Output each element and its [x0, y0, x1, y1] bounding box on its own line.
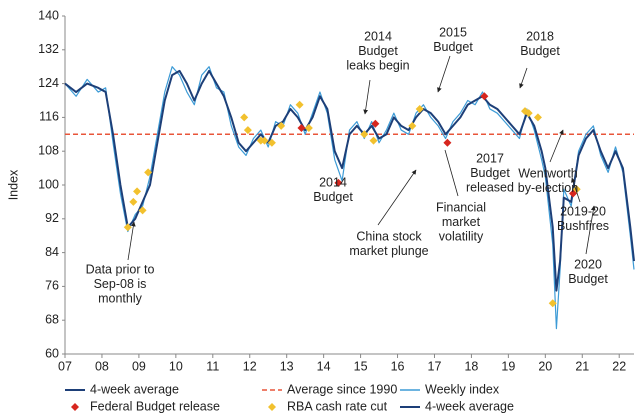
x-tick-label: 20 — [538, 359, 552, 373]
annotation-arrow — [363, 79, 371, 115]
annotation: 2018 — [526, 29, 554, 43]
annotation: released — [466, 180, 514, 194]
annotation: market — [442, 215, 481, 229]
annotation: Wentworth — [518, 166, 578, 180]
annotation-arrow — [127, 221, 136, 261]
annotation: Budget — [568, 272, 608, 286]
annotation-arrow — [377, 169, 417, 226]
x-tick-label: 10 — [169, 359, 183, 373]
annotation: Budget — [358, 44, 398, 58]
annotation: leaks begin — [346, 58, 409, 72]
annotation: Budget — [520, 44, 560, 58]
event-marker — [360, 130, 369, 139]
annotation: Data prior to — [86, 262, 155, 276]
event-marker — [295, 100, 304, 109]
event-marker — [267, 138, 276, 147]
y-tick-label: 116 — [39, 110, 59, 124]
annotation: Bushfires — [557, 219, 609, 233]
legend-label: Average since 1990 — [287, 382, 397, 396]
x-tick-label: 19 — [501, 359, 515, 373]
event-marker — [133, 187, 142, 196]
y-tick-label: 132 — [38, 42, 59, 56]
annotation: 2014 — [319, 175, 347, 189]
legend-swatch — [71, 403, 79, 411]
annotation: by-election — [518, 181, 578, 195]
annotation: 2014 — [364, 29, 392, 43]
event-marker — [369, 136, 378, 145]
x-tick-label: 11 — [206, 359, 219, 373]
event-marker — [123, 223, 132, 232]
annotation-arrow — [585, 205, 596, 255]
event-marker — [524, 109, 533, 118]
event-marker — [415, 104, 424, 113]
legend-label: Federal Budget release — [90, 399, 220, 413]
annotation: Budget — [313, 190, 353, 204]
event-marker — [138, 206, 147, 215]
annotation-arrow — [571, 177, 581, 203]
annotation: 2015 — [439, 25, 467, 39]
annotation: 2020 — [574, 257, 602, 271]
annotation: China stock — [356, 229, 422, 243]
x-tick-label: 15 — [354, 359, 368, 373]
event-marker — [569, 189, 578, 198]
x-tick-label: 22 — [612, 359, 626, 373]
annotation: 2019-20 — [560, 204, 606, 218]
event-marker — [240, 113, 249, 122]
annotation-arrow — [437, 55, 451, 93]
event-marker — [371, 119, 380, 128]
x-tick-label: 08 — [95, 359, 109, 373]
event-marker — [480, 92, 489, 101]
event-marker — [443, 138, 452, 147]
x-tick-label: 21 — [575, 359, 589, 373]
event-marker — [260, 136, 269, 145]
x-tick-label: 16 — [391, 359, 405, 373]
y-axis-label: Index — [6, 169, 20, 200]
event-marker — [129, 197, 138, 206]
annotation: volatility — [439, 229, 484, 243]
event-marker — [334, 178, 343, 187]
event-marker — [277, 121, 286, 130]
y-tick-label: 68 — [45, 312, 59, 326]
event-marker — [144, 168, 153, 177]
y-tick-label: 76 — [45, 279, 59, 293]
annotation: 2017 — [476, 151, 504, 165]
y-tick-label: 100 — [38, 177, 59, 191]
annotation: monthly — [98, 291, 143, 305]
annotation: Financial — [436, 200, 486, 214]
x-tick-label: 07 — [58, 359, 72, 373]
y-tick-label: 124 — [38, 76, 59, 90]
x-tick-label: 09 — [132, 359, 146, 373]
legend-label: RBA cash rate cut — [287, 399, 388, 413]
annotation-arrow — [549, 129, 564, 163]
event-marker — [533, 113, 542, 122]
event-marker — [304, 123, 313, 132]
y-tick-label: 60 — [45, 346, 59, 360]
annotation: Budget — [433, 40, 473, 54]
x-tick-label: 17 — [428, 359, 442, 373]
x-tick-label: 18 — [464, 359, 478, 373]
annotation: market plunge — [349, 244, 428, 258]
annotation: Sep-08 is — [94, 277, 147, 291]
y-tick-label: 108 — [38, 143, 59, 157]
legend-label: 4-week average — [90, 382, 179, 396]
legend-label: Weekly index — [425, 382, 500, 396]
event-marker — [408, 121, 417, 130]
annotation-arrow — [444, 149, 459, 197]
legend-swatch — [268, 403, 276, 411]
x-tick-label: 14 — [317, 359, 331, 373]
legend-label: 4-week average — [425, 399, 514, 413]
y-tick-label: 92 — [45, 211, 59, 225]
event-marker — [297, 123, 306, 132]
x-tick-label: 12 — [243, 359, 257, 373]
x-tick-label: 13 — [280, 359, 294, 373]
annotation: Budget — [470, 166, 510, 180]
y-tick-label: 140 — [38, 8, 59, 22]
event-marker — [548, 299, 557, 308]
event-marker — [243, 126, 252, 135]
annotation-arrow — [519, 67, 528, 89]
y-tick-label: 84 — [45, 245, 59, 259]
